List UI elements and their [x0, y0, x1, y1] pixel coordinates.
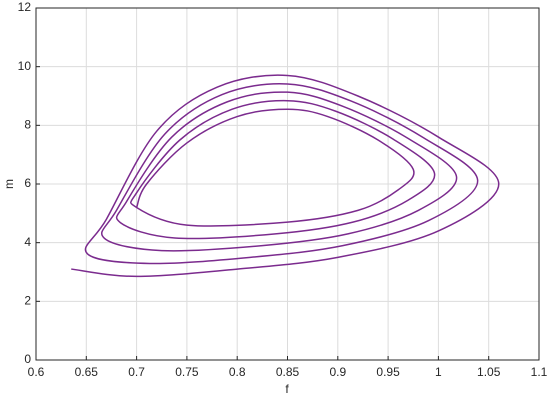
x-tick-label: 0.8: [229, 365, 246, 379]
x-tick-label: 0.7: [128, 365, 145, 379]
y-axis-label: m: [2, 179, 16, 189]
y-tick-label: 6: [24, 176, 31, 190]
x-tick-label: 0.95: [376, 365, 400, 379]
y-tick-label: 0: [24, 352, 31, 366]
trajectory: [71, 74, 500, 278]
y-tick-label: 12: [18, 0, 32, 14]
x-tick-label: 1.1: [531, 365, 548, 379]
x-tick-label: 0.6: [28, 365, 45, 379]
x-tick-label: 0.75: [175, 365, 199, 379]
x-axis-label: f: [285, 382, 289, 396]
x-tick-label: 0.85: [276, 365, 300, 379]
plot-frame: [35, 7, 540, 361]
x-tick-label: 0.9: [329, 365, 346, 379]
x-tick-label: 0.65: [75, 365, 99, 379]
x-tick-label: 1: [435, 365, 442, 379]
y-tick-label: 2: [24, 294, 31, 308]
y-tick-label: 8: [24, 118, 31, 132]
y-tick-label: 10: [18, 59, 32, 73]
x-tick-label: 1.05: [477, 365, 501, 379]
y-tick-label: 4: [24, 235, 31, 249]
